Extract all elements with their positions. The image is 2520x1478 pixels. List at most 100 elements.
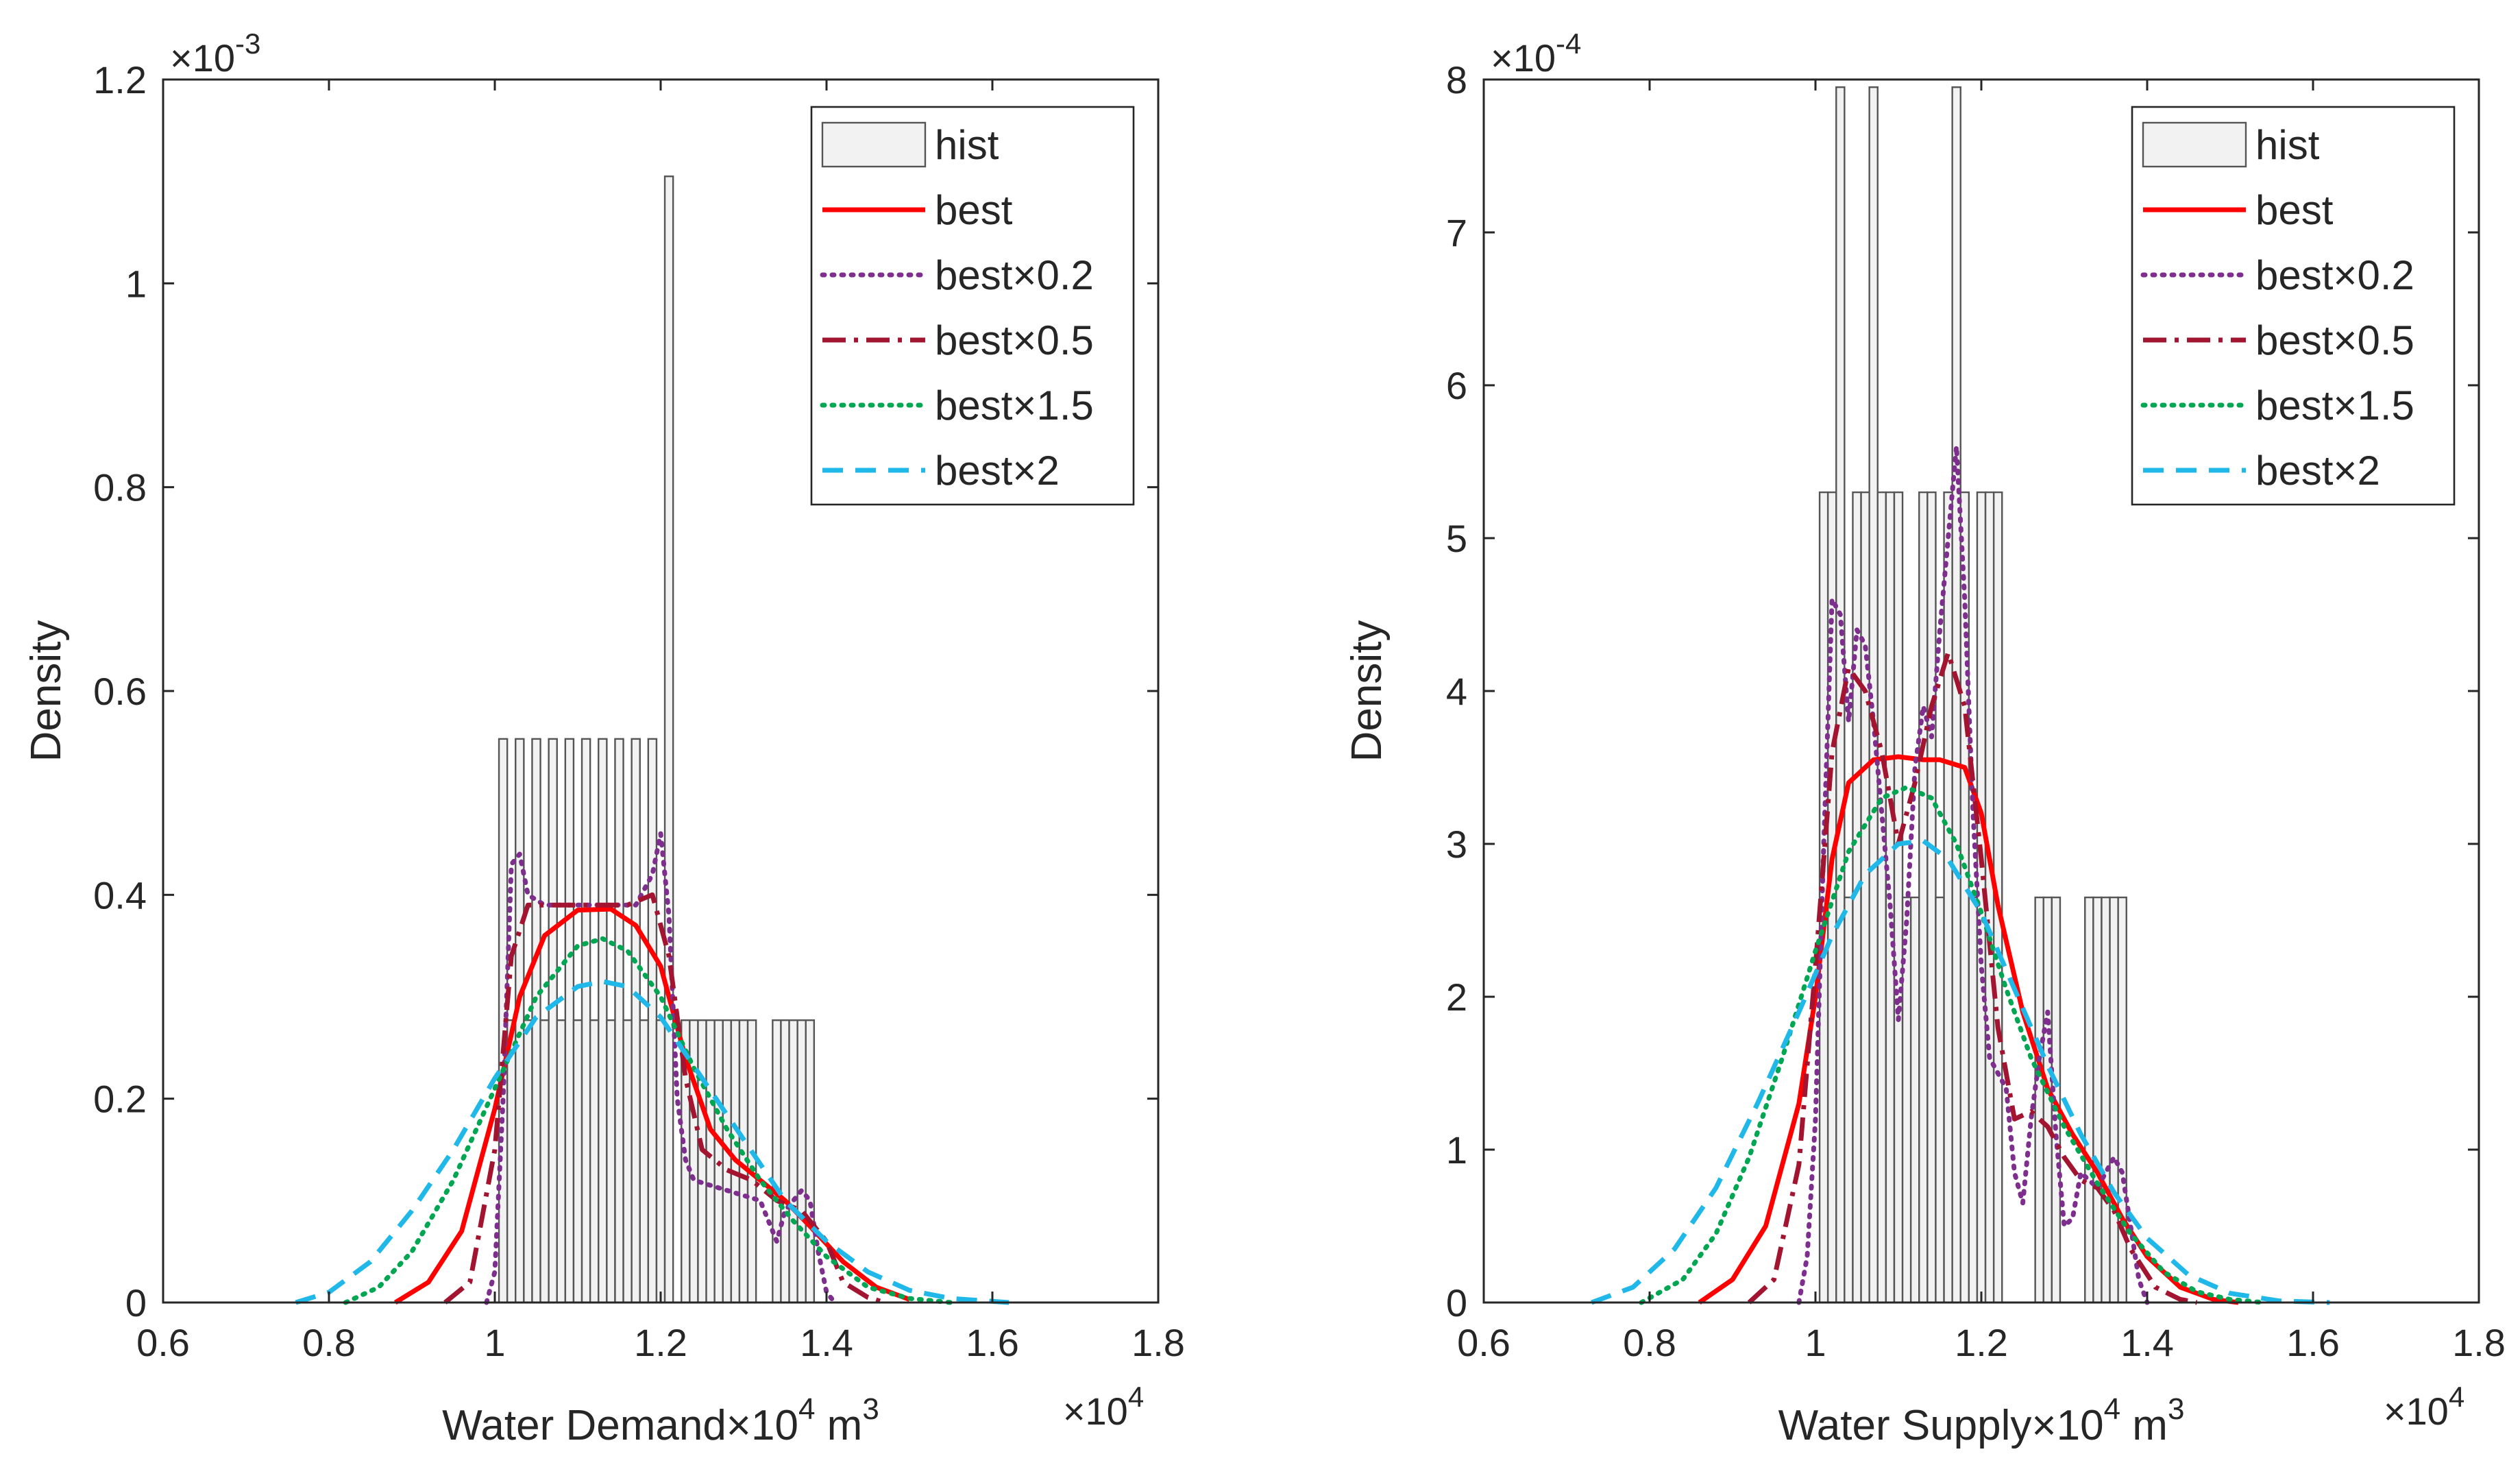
histogram-bar: [788, 1019, 798, 1304]
density-curve-best-0-2: [484, 831, 837, 1305]
x-label-xlabel_unit_exp: 3: [2168, 1392, 2184, 1426]
histogram-bar: [523, 1019, 533, 1304]
y-tick-label: 6: [1446, 364, 1467, 407]
histogram-bar: [639, 1019, 650, 1304]
x-tick-label: 0.6: [1457, 1321, 1510, 1364]
x-tick-label: 1.6: [966, 1321, 1019, 1364]
histogram-bar: [1860, 491, 1870, 1304]
y-axis-label: Density: [1343, 620, 1391, 762]
histogram-bar: [548, 738, 558, 1304]
y-tick-label: 8: [1446, 58, 1467, 101]
x-axis-label: Water Demand×104 m3: [442, 1392, 879, 1449]
legend-label: best×0.2: [2255, 252, 2414, 298]
legend: hist best best×0.2 best×0.5 best×1.5 best×2: [2131, 106, 2456, 506]
x-multiplier-base: ×10: [1063, 1390, 1128, 1433]
density-curve-best-0-2: [1796, 444, 2150, 1305]
histogram-bar: [622, 1019, 633, 1304]
histogram-bar: [572, 1019, 583, 1304]
x-axis-label: Water Supply×104 m3: [1778, 1392, 2185, 1449]
x-tick-label: 1.6: [2286, 1321, 2340, 1364]
histogram-bar: [2101, 896, 2111, 1304]
legend-label: best×2: [2255, 448, 2380, 494]
x-multiplier-base: ×10: [2384, 1390, 2449, 1433]
y-tick-label: 0.6: [93, 670, 147, 713]
histogram-bar: [2092, 896, 2103, 1304]
histogram-bar: [1893, 491, 1904, 1304]
x-multiplier-exponent: 4: [2449, 1381, 2464, 1413]
x-axis-multiplier: ×104: [2384, 1381, 2464, 1433]
histogram-bar: [1909, 896, 1920, 1304]
legend-label: best: [2255, 187, 2334, 233]
y-tick-label: 1: [1446, 1128, 1467, 1172]
legend-label: best: [935, 187, 1013, 233]
density-curve-best-1-5: [343, 936, 953, 1305]
histogram-bar: [1918, 491, 1929, 1304]
y-tick-label: 0: [1446, 1281, 1467, 1324]
legend-label: best×1.5: [935, 383, 1094, 428]
histogram-bar: [1844, 896, 1854, 1304]
legend: hist best best×0.2 best×0.5 best×1.5 best×2: [810, 106, 1135, 506]
histogram-bar: [589, 1019, 600, 1304]
histogram-bar: [2084, 896, 2094, 1304]
legend-label: best×2: [935, 448, 1060, 494]
x-label-xlabel_unit: m: [2120, 1402, 2168, 1449]
chart-panel-supply: 0.6 0.8 1 1.2 1.4 1.6 1.8012345678×10-4×104Wat…: [1343, 27, 2506, 1449]
histogram-bar: [1943, 491, 1953, 1304]
histogram-bar: [2109, 896, 2119, 1304]
density-curve-best-0-5: [1747, 650, 2198, 1305]
density-curve-best: [393, 906, 911, 1305]
histogram-bars: [498, 175, 816, 1304]
x-tick-label: 1: [484, 1321, 505, 1364]
histogram-bar: [1951, 86, 1961, 1304]
x-label-xlabel_exp: 4: [798, 1392, 815, 1426]
histogram-bars: [1818, 86, 2127, 1304]
histogram-bar: [796, 1019, 807, 1304]
y-multiplier-exponent: -3: [235, 27, 260, 60]
y-tick-label: 0.2: [93, 1078, 147, 1121]
histogram-bar: [705, 1019, 715, 1304]
x-label-xlabel_main: Water Demand×10: [442, 1402, 798, 1449]
y-tick-label: 7: [1446, 211, 1467, 254]
y-axis-label: Density: [23, 620, 70, 762]
histogram-bar: [2034, 896, 2044, 1304]
legend-box: [810, 106, 1135, 506]
x-tick-label: 1.8: [1131, 1321, 1185, 1364]
histogram-bar: [631, 738, 641, 1304]
x-label-xlabel_main: Water Supply×10: [1778, 1402, 2104, 1449]
y-tick-label: 5: [1446, 517, 1467, 560]
x-tick-label: 1.4: [800, 1321, 853, 1364]
histogram-bar: [1935, 896, 1945, 1304]
histogram-bar: [1968, 896, 1979, 1304]
x-multiplier-exponent: 4: [1128, 1381, 1144, 1413]
y-axis-multiplier: ×10-3: [170, 27, 260, 80]
legend-label: best×0.5: [2255, 317, 2414, 363]
y-tick-label: 1: [125, 262, 147, 305]
legend-label: best×0.5: [935, 317, 1094, 363]
histogram-bar: [614, 738, 624, 1304]
y-multiplier-base: ×10: [170, 36, 235, 80]
histogram-bar: [539, 1019, 550, 1304]
density-curve-best-2: [1591, 838, 2330, 1305]
legend-box: [2131, 106, 2456, 506]
histogram-bar: [697, 1019, 707, 1304]
x-tick-label: 1: [1805, 1321, 1826, 1364]
y-tick-label: 4: [1446, 670, 1467, 713]
x-label-xlabel_exp: 4: [2104, 1392, 2120, 1426]
histogram-bar: [556, 1019, 567, 1304]
histogram-bar: [722, 1019, 733, 1304]
histogram-bar: [780, 1019, 790, 1304]
legend-swatch-hist: [2142, 121, 2247, 168]
histogram-bar: [580, 738, 591, 1304]
x-tick-label: 1.2: [634, 1321, 687, 1364]
legend-label: best×0.2: [935, 252, 1094, 298]
x-label-xlabel_unit: m: [815, 1402, 862, 1449]
x-tick-label: 0.8: [302, 1321, 356, 1364]
y-axis-multiplier: ×10-4: [1491, 27, 1581, 80]
y-tick-label: 0.4: [93, 873, 147, 917]
x-tick-label: 1.2: [1955, 1321, 2008, 1364]
x-axis-multiplier: ×104: [1063, 1381, 1144, 1433]
histogram-bar: [647, 738, 658, 1304]
histogram-bar: [663, 175, 674, 1304]
histogram-bar: [564, 738, 575, 1304]
